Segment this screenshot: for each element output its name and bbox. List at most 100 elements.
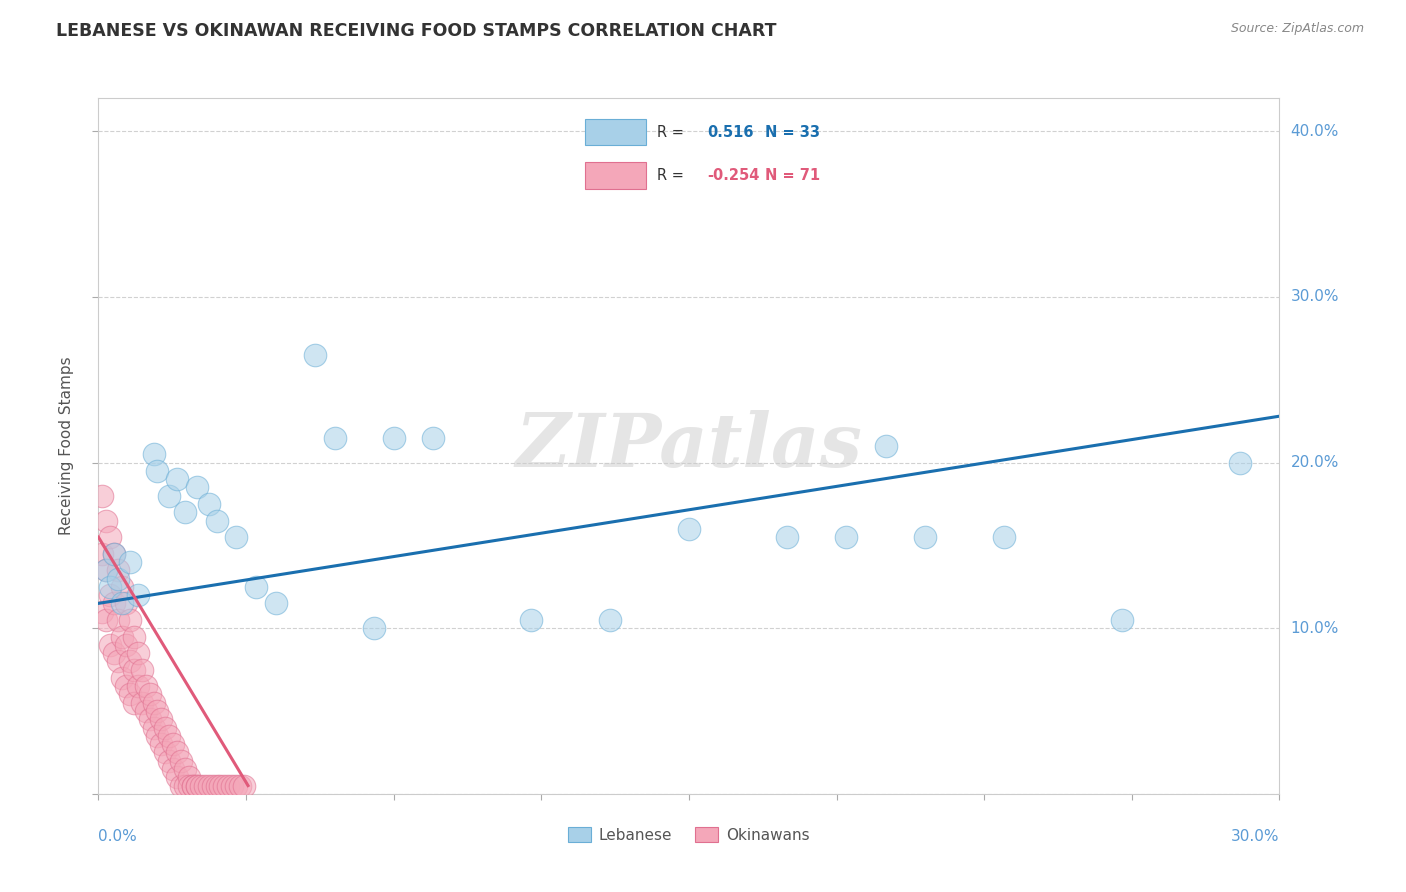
Point xyxy=(229,779,252,793)
Text: 20.0%: 20.0% xyxy=(1291,455,1339,470)
Point xyxy=(91,547,114,561)
Point xyxy=(197,497,219,511)
Point xyxy=(170,779,193,793)
Point xyxy=(98,580,121,594)
Point xyxy=(157,729,180,743)
Point xyxy=(111,596,134,610)
Point xyxy=(146,464,169,478)
Point xyxy=(914,530,936,544)
Point xyxy=(166,746,188,760)
Point xyxy=(111,630,134,644)
Point xyxy=(127,679,149,693)
Point xyxy=(170,754,193,768)
Point xyxy=(993,530,1015,544)
Point xyxy=(98,588,121,602)
Text: 40.0%: 40.0% xyxy=(1291,124,1339,139)
Point xyxy=(118,654,141,668)
Point xyxy=(177,779,200,793)
Point xyxy=(118,613,141,627)
Point xyxy=(131,663,153,677)
Point xyxy=(194,779,217,793)
Point xyxy=(115,638,138,652)
Point xyxy=(162,737,184,751)
Point xyxy=(174,762,197,776)
Y-axis label: Receiving Food Stamps: Receiving Food Stamps xyxy=(59,357,75,535)
Point xyxy=(127,588,149,602)
Point xyxy=(138,712,160,726)
Point xyxy=(146,729,169,743)
Point xyxy=(245,580,267,594)
Text: 30.0%: 30.0% xyxy=(1291,289,1339,304)
Point xyxy=(157,489,180,503)
Point xyxy=(96,563,118,577)
Point xyxy=(91,489,114,503)
Point xyxy=(197,779,219,793)
Point xyxy=(186,779,208,793)
Point xyxy=(150,712,173,726)
Point xyxy=(875,439,897,453)
Point xyxy=(135,704,157,718)
Point xyxy=(186,480,208,494)
Point xyxy=(103,547,125,561)
Point xyxy=(107,572,129,586)
Point xyxy=(835,530,858,544)
Point xyxy=(1111,613,1133,627)
Point xyxy=(1229,456,1251,470)
Point xyxy=(209,779,232,793)
Point xyxy=(127,646,149,660)
Text: LEBANESE VS OKINAWAN RECEIVING FOOD STAMPS CORRELATION CHART: LEBANESE VS OKINAWAN RECEIVING FOOD STAM… xyxy=(56,22,776,40)
Point xyxy=(422,431,444,445)
Point xyxy=(363,621,385,635)
Point xyxy=(157,754,180,768)
Point xyxy=(142,696,165,710)
Point xyxy=(166,472,188,486)
Point xyxy=(107,563,129,577)
Point xyxy=(103,646,125,660)
Point xyxy=(225,779,247,793)
Point xyxy=(98,530,121,544)
Point xyxy=(122,663,145,677)
Text: Source: ZipAtlas.com: Source: ZipAtlas.com xyxy=(1230,22,1364,36)
Point xyxy=(382,431,405,445)
Point xyxy=(162,762,184,776)
Point xyxy=(181,779,204,793)
Point xyxy=(520,613,543,627)
Legend: Lebanese, Okinawans: Lebanese, Okinawans xyxy=(562,821,815,849)
Point xyxy=(150,737,173,751)
Point xyxy=(135,679,157,693)
Point xyxy=(96,563,118,577)
Point xyxy=(98,638,121,652)
Point xyxy=(174,505,197,519)
Point xyxy=(201,779,224,793)
Point xyxy=(214,779,236,793)
Point xyxy=(181,779,204,793)
Point xyxy=(131,696,153,710)
Point xyxy=(103,596,125,610)
Point xyxy=(217,779,239,793)
Point xyxy=(103,547,125,561)
Point xyxy=(599,613,621,627)
Point xyxy=(155,721,177,735)
Text: 10.0%: 10.0% xyxy=(1291,621,1339,636)
Point xyxy=(96,613,118,627)
Point xyxy=(96,514,118,528)
Point xyxy=(233,779,256,793)
Point xyxy=(166,770,188,784)
Point xyxy=(115,596,138,610)
Point xyxy=(91,605,114,619)
Point xyxy=(155,746,177,760)
Point xyxy=(304,348,326,362)
Text: 0.0%: 0.0% xyxy=(98,829,138,844)
Point xyxy=(138,688,160,702)
Point xyxy=(118,688,141,702)
Text: 30.0%: 30.0% xyxy=(1232,829,1279,844)
Point xyxy=(205,779,228,793)
Point xyxy=(205,514,228,528)
Point xyxy=(142,447,165,461)
Point xyxy=(115,679,138,693)
Text: ZIPatlas: ZIPatlas xyxy=(516,409,862,483)
Point xyxy=(323,431,346,445)
Point xyxy=(190,779,212,793)
Point xyxy=(174,779,197,793)
Point xyxy=(146,704,169,718)
